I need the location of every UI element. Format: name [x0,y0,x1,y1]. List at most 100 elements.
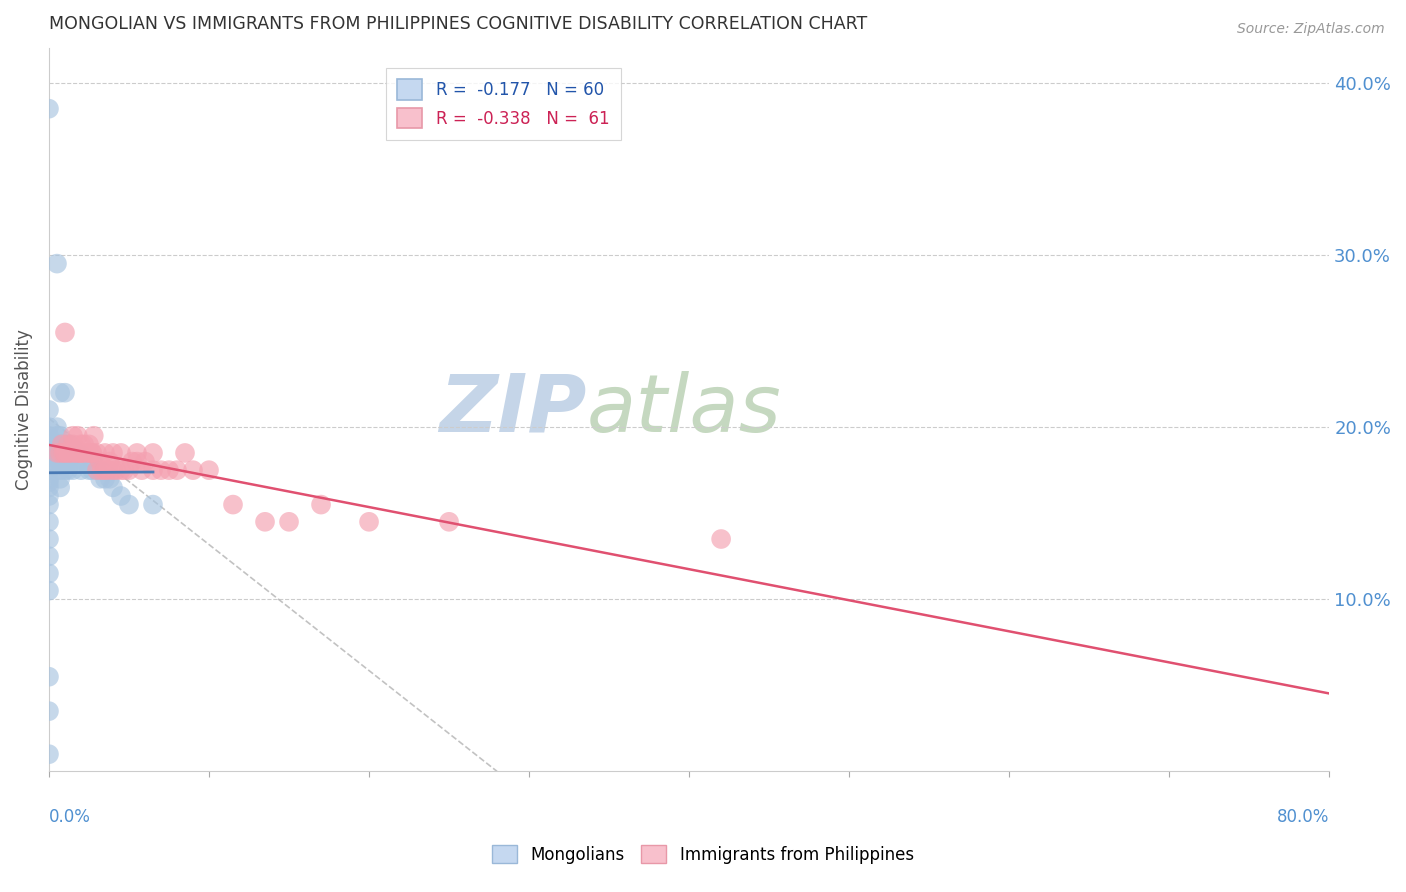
Point [38,704,60,718]
Point [222,498,245,512]
Point [59,446,82,460]
Point [142,498,165,512]
Point [82,463,104,477]
Point [62,463,84,477]
Point [38,475,60,490]
Point [49,429,72,443]
Point [86,463,108,477]
Point [38,458,60,472]
Text: MONGOLIAN VS IMMIGRANTS FROM PHILIPPINES COGNITIVE DISABILITY CORRELATION CHART: MONGOLIAN VS IMMIGRANTS FROM PHILIPPINES… [49,15,868,33]
Point [309,498,332,512]
Point [38,670,60,684]
Point [49,446,72,460]
Point [49,480,72,494]
Point [710,532,733,546]
Point [73,446,96,460]
Point [66,446,89,460]
Point [38,446,60,460]
Point [125,446,148,460]
Point [38,532,60,546]
Point [157,463,180,477]
Point [94,446,117,460]
Point [62,437,84,451]
Point [110,446,132,460]
Point [51,437,73,451]
Point [38,747,60,762]
Point [38,437,60,451]
Point [118,498,141,512]
Point [73,437,96,451]
Point [70,446,93,460]
Point [46,437,69,451]
Point [150,463,173,477]
Point [38,472,60,486]
Point [70,437,93,451]
Point [49,454,72,468]
Point [66,429,89,443]
Point [38,102,60,116]
Point [198,463,221,477]
Text: 80.0%: 80.0% [1277,808,1329,826]
Point [53,446,76,460]
Point [49,472,72,486]
Point [437,515,460,529]
Point [77,446,100,460]
Point [49,437,72,451]
Point [46,257,69,271]
Point [131,463,153,477]
Point [134,454,156,468]
Point [38,549,60,564]
Point [101,446,124,460]
Point [62,446,84,460]
Text: atlas: atlas [586,371,782,449]
Point [62,446,84,460]
Point [53,326,76,340]
Point [38,566,60,581]
Point [83,429,105,443]
Point [98,454,121,468]
Legend: R =  -0.177   N = 60, R =  -0.338   N =  61: R = -0.177 N = 60, R = -0.338 N = 61 [385,68,621,140]
Point [56,437,79,451]
Point [82,446,104,460]
Point [38,429,60,443]
Point [53,463,76,477]
Point [49,446,72,460]
Point [97,463,120,477]
Point [77,446,100,460]
Point [174,446,197,460]
Point [278,515,301,529]
Point [38,454,60,468]
Point [86,463,108,477]
Point [112,463,135,477]
Point [253,515,276,529]
Point [77,463,100,477]
Point [110,463,132,477]
Point [49,463,72,477]
Point [181,463,204,477]
Point [70,463,93,477]
Point [38,463,60,477]
Point [98,472,121,486]
Point [90,463,112,477]
Point [53,454,76,468]
Point [125,454,148,468]
Point [66,454,89,468]
Point [38,450,60,464]
Point [62,429,84,443]
Legend: Mongolians, Immigrants from Philippines: Mongolians, Immigrants from Philippines [485,838,921,871]
Point [110,489,132,503]
Point [65,446,87,460]
Point [70,446,93,460]
Text: ZIP: ZIP [439,371,586,449]
Text: 0.0%: 0.0% [49,808,91,826]
Point [121,454,143,468]
Text: Source: ZipAtlas.com: Source: ZipAtlas.com [1237,22,1385,37]
Point [38,498,60,512]
Point [53,385,76,400]
Point [52,446,75,460]
Point [46,429,69,443]
Point [89,454,111,468]
Point [105,463,128,477]
Point [49,385,72,400]
Point [86,446,108,460]
